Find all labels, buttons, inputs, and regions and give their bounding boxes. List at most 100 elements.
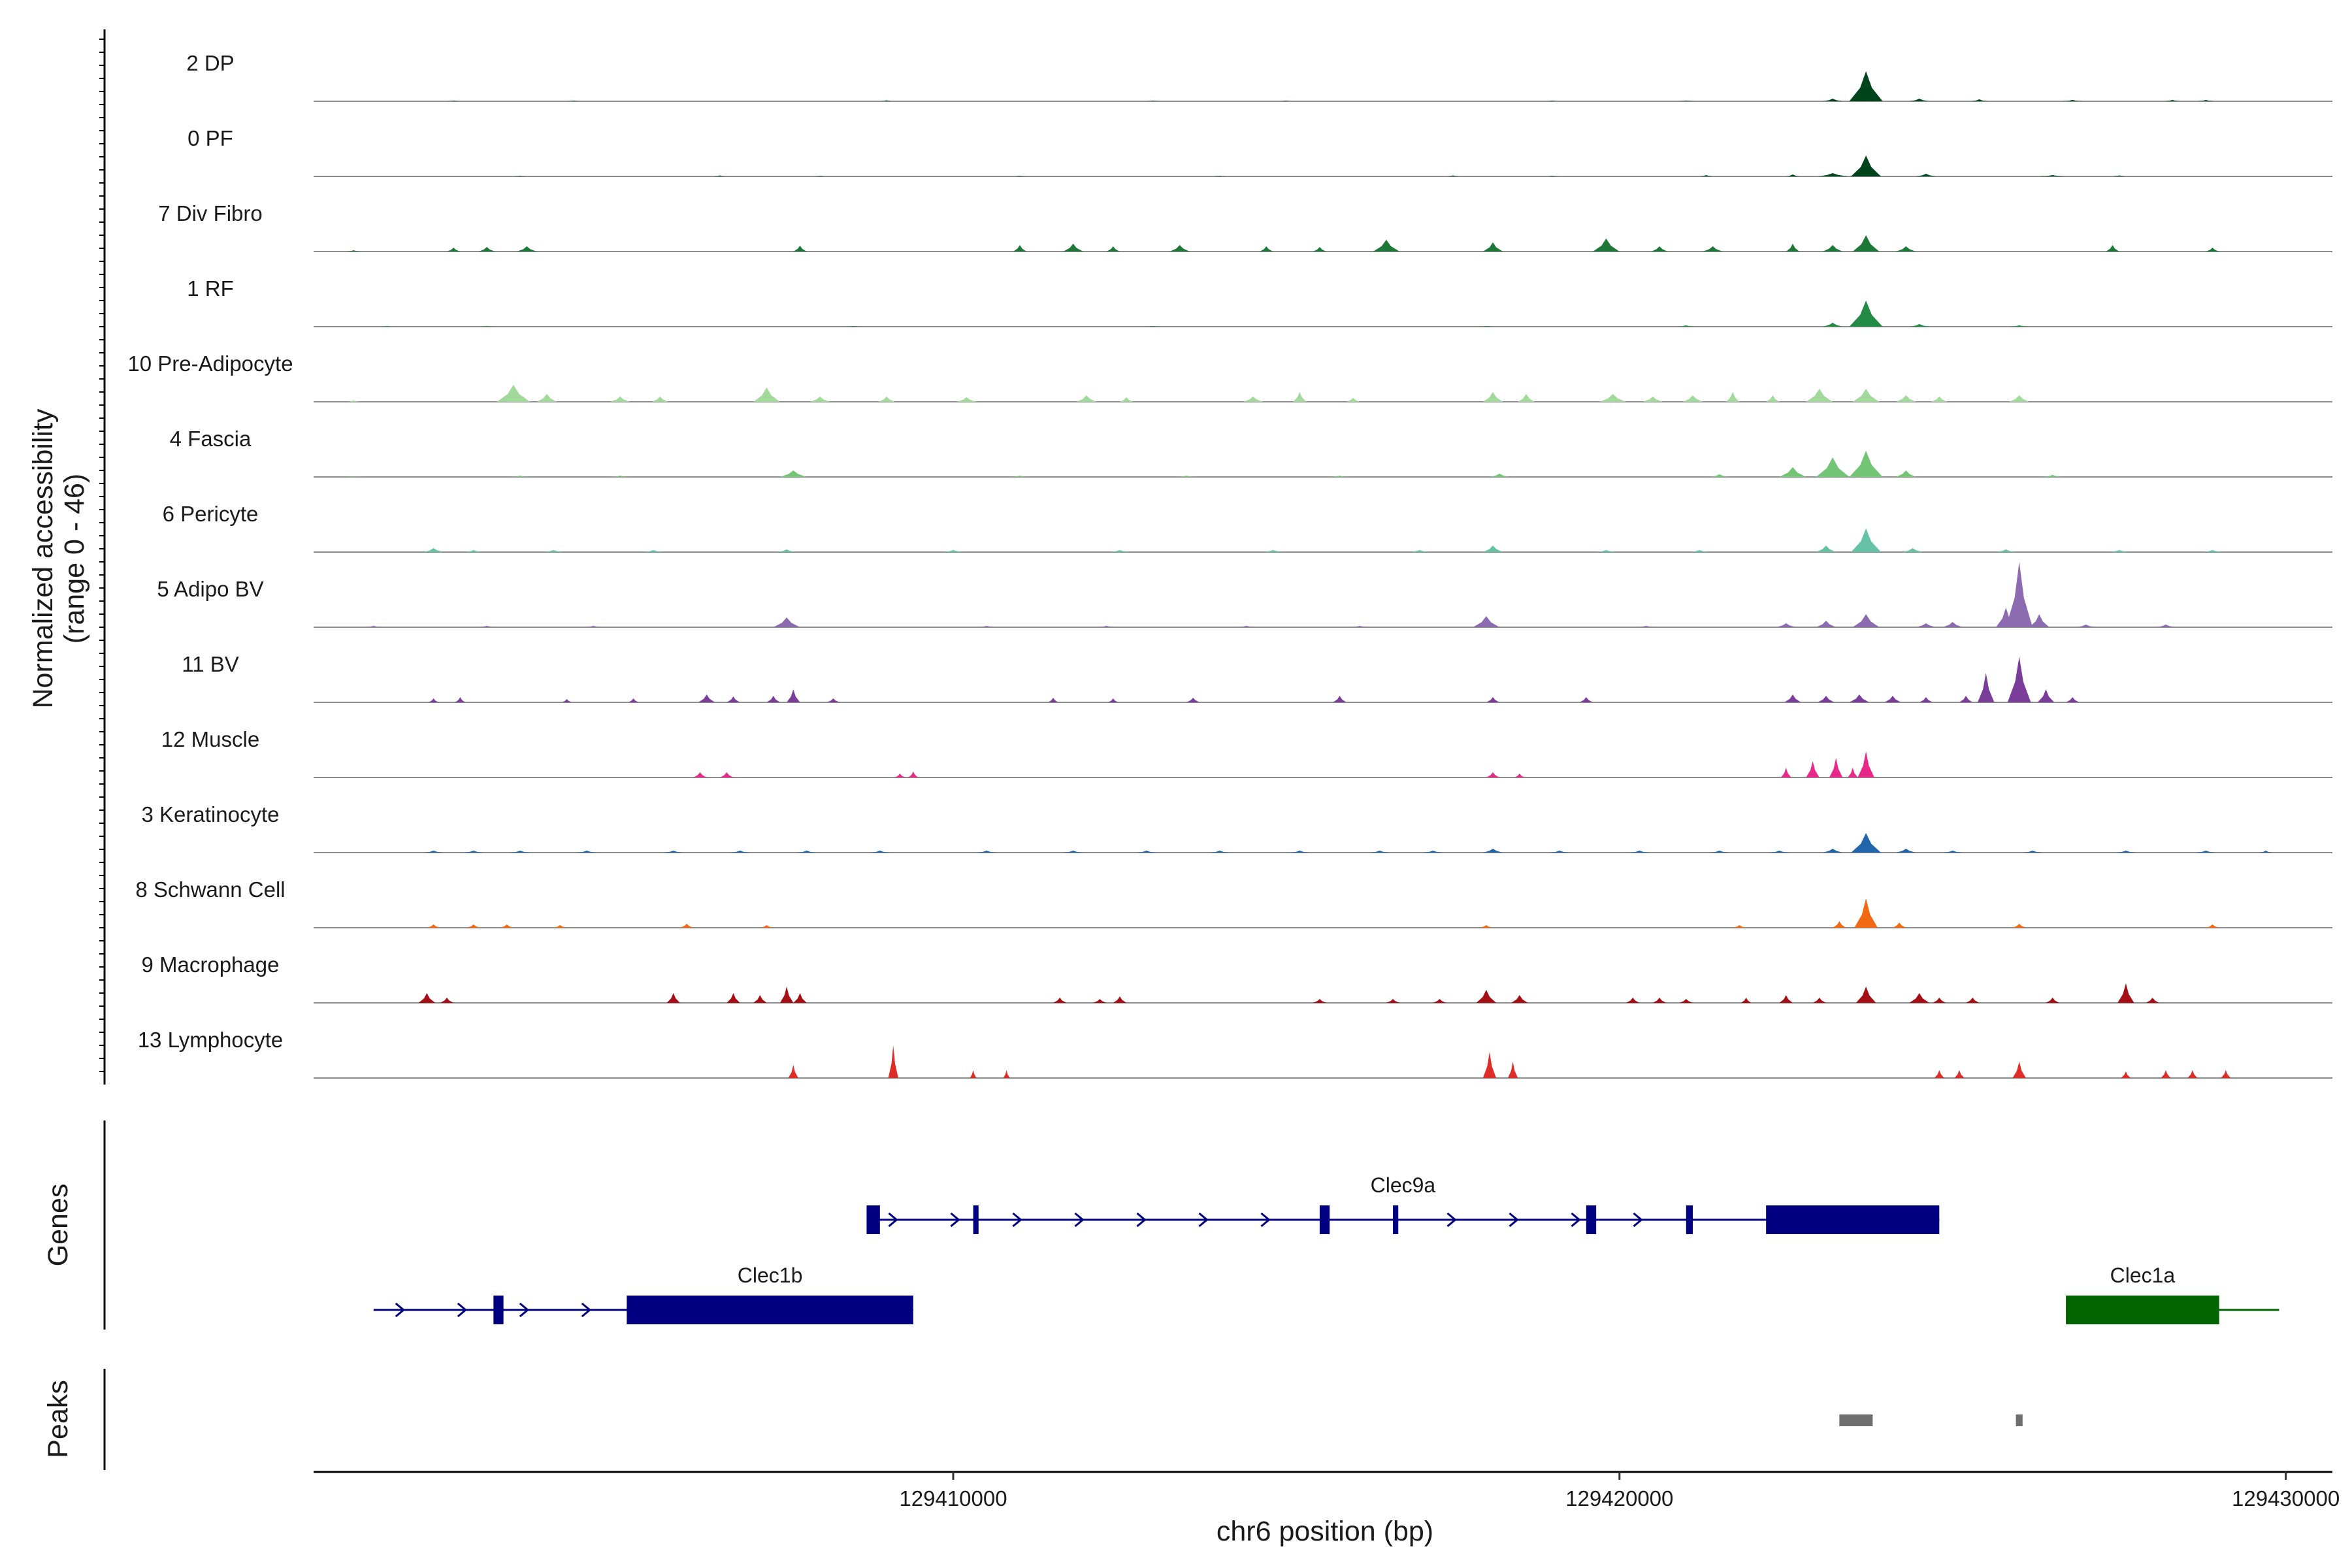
coverage-peak: [1682, 395, 1703, 402]
coverage-track: 12 Muscle: [161, 727, 2332, 778]
coverage-peak: [497, 385, 531, 402]
coverage-peak: [1446, 175, 1460, 176]
coverage-peak: [1476, 990, 1497, 1003]
gene-exon: [2066, 1296, 2219, 1324]
coverage-peak: [870, 851, 890, 853]
coverage-peak: [2259, 851, 2273, 853]
coverage-peak: [343, 476, 364, 477]
coverage-peak: [418, 993, 436, 1003]
coverage-peak: [1108, 698, 1119, 702]
coverage-peak: [773, 617, 800, 627]
coverage-peak: [1816, 621, 1837, 627]
coverage-peak: [1263, 550, 1283, 552]
strand-arrow: [457, 1302, 468, 1318]
coverage-peak: [1818, 696, 1835, 702]
coverage-peak: [465, 550, 482, 552]
coverage-peak: [1186, 698, 1200, 702]
coverage-peak: [720, 772, 734, 777]
coverage-peak: [1642, 397, 1663, 402]
coverage-peak: [1703, 246, 1723, 252]
strand-arrow: [395, 1302, 406, 1318]
coverage-peak: [1884, 696, 1901, 702]
coverage-peak: [1136, 851, 1156, 853]
coverage-peak: [1822, 99, 1843, 101]
coverage-peak: [881, 100, 892, 101]
x-axis-ticks: 129410000 129420000 129430000: [899, 1472, 2340, 1511]
coverage-peak: [2009, 325, 2029, 327]
coverage-peak: [894, 774, 906, 777]
coverage-track: 10 Pre-Adipocyte: [127, 351, 2332, 402]
coverage-peak: [1933, 998, 1946, 1003]
coverage-peak: [1822, 849, 1843, 853]
gene-exon: [627, 1296, 913, 1324]
coverage-peak: [1063, 244, 1083, 252]
coverage-peak: [643, 550, 664, 552]
genes-panel-title: Genes: [42, 1184, 74, 1267]
coverage-peak: [1709, 474, 1730, 477]
coverage-track: 8 Schwann Cell: [135, 877, 2332, 928]
coverage-peak: [843, 326, 864, 327]
coverage-peak: [1849, 451, 1883, 477]
coverage-peak: [447, 248, 461, 252]
coverage-peak: [1896, 395, 1916, 402]
track-label: 1 RF: [187, 276, 234, 301]
gene-model: Clec1b: [373, 1264, 913, 1324]
coverage-peak: [2155, 625, 2176, 627]
coverage-tracks: 2 DP 0 PF 7 Div Fibro 1 RF 10 Pre-Adipocyte 4…: [127, 51, 2332, 1079]
coverage-peak: [1120, 397, 1134, 402]
coverage-peak: [1409, 550, 1430, 552]
gene-model: Clec9a: [866, 1173, 1940, 1234]
coverage-peak: [2146, 998, 2159, 1003]
coverage-peak: [956, 397, 977, 402]
coverage-peak: [2206, 924, 2219, 928]
coverage-peak: [1942, 851, 1963, 853]
coverage-peak: [1784, 694, 1801, 702]
coverage-peak: [440, 998, 454, 1003]
coverage-peak: [1959, 696, 1973, 702]
coverage-peak: [1679, 999, 1693, 1003]
coverage-peak: [1848, 768, 1858, 777]
coverage-peak: [476, 626, 497, 627]
coverage-peak: [1514, 774, 1525, 777]
coverage-peak: [1786, 244, 1800, 252]
coverage-peak: [1313, 247, 1327, 252]
strand-arrow: [1074, 1212, 1085, 1228]
coverage-peak: [693, 772, 707, 777]
coverage-peak: [1816, 546, 1837, 552]
coverage-peak: [1709, 851, 1730, 853]
track-label: 10 Pre-Adipocyte: [127, 351, 293, 376]
coverage-peak: [727, 696, 740, 702]
coverage-peak: [583, 626, 604, 627]
coverage-peak: [753, 995, 767, 1003]
coverage-peak: [1857, 751, 1874, 777]
coverage-peak: [666, 993, 680, 1003]
coverage-peak: [1599, 394, 1626, 402]
y-axis-title: Normalized accessibility: [27, 408, 59, 708]
coverage-peak: [2037, 689, 2055, 702]
coverage-peak: [1482, 849, 1503, 853]
coverage-track: 2 DP: [186, 51, 2332, 102]
coverage-peak: [1063, 851, 1083, 853]
gene-exon: [1766, 1205, 1940, 1234]
track-label: 0 PF: [188, 126, 233, 150]
coverage-peak: [1852, 389, 1880, 402]
gene-exon: [866, 1205, 880, 1234]
coverage-peak: [1518, 394, 1535, 402]
coverage-peak: [976, 626, 997, 627]
track-label: 9 Macrophage: [142, 953, 280, 977]
coverage-peak: [888, 1045, 898, 1078]
coverage-peak: [1849, 694, 1870, 702]
strand-arrow: [519, 1302, 530, 1318]
gene-exon: [1319, 1205, 1330, 1234]
strand-arrow: [1509, 1212, 1519, 1228]
coverage-peak: [976, 851, 997, 853]
coverage-peak: [2012, 1062, 2026, 1078]
coverage-peak: [779, 987, 794, 1003]
coverage-peak: [2106, 245, 2119, 252]
coverage-peak: [1109, 550, 1130, 552]
coverage-peak: [788, 1065, 798, 1078]
coverage-peak: [826, 698, 840, 702]
coverage-peak: [610, 397, 630, 402]
coverage-peak: [2109, 550, 2129, 552]
